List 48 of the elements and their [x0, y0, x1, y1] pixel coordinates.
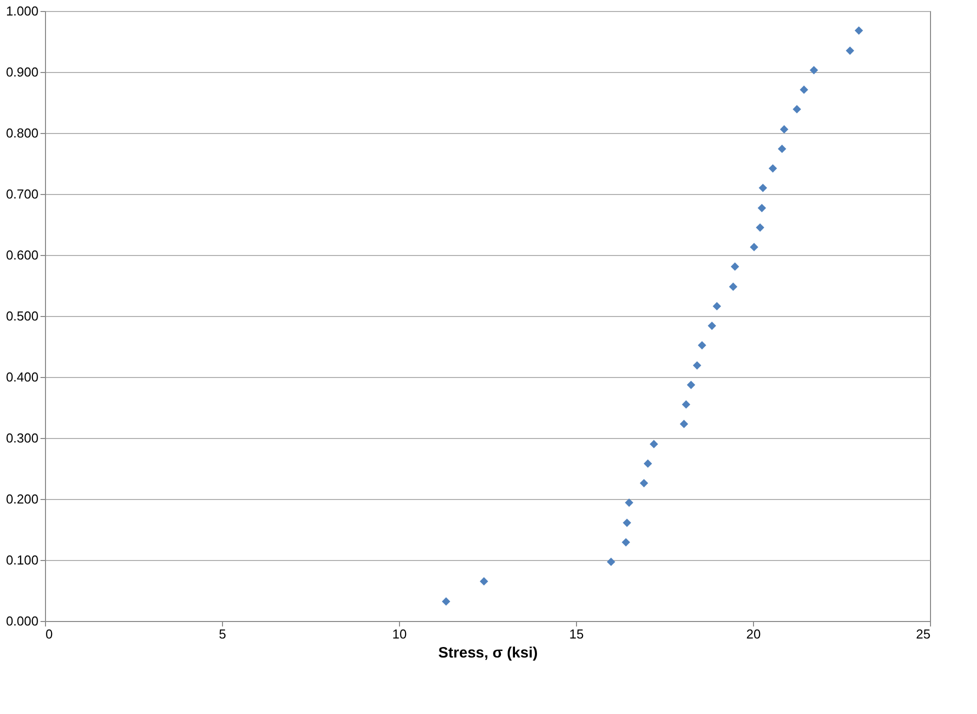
- point: [698, 341, 706, 350]
- x-tick-label: 15: [569, 626, 584, 642]
- y-tick-label: 0.200: [6, 492, 38, 506]
- y-tick-label: 0.600: [6, 248, 38, 262]
- point: [682, 400, 690, 409]
- point: [650, 440, 658, 448]
- point: [622, 538, 630, 546]
- y-tick-label: 1.000: [6, 4, 38, 18]
- point: [480, 577, 488, 586]
- x-tick-label: 10: [392, 626, 407, 642]
- x-tick-label: 20: [746, 626, 761, 642]
- point: [692, 361, 702, 370]
- y-tick-label: 0.000: [6, 614, 38, 628]
- x-tick-label: 25: [916, 626, 930, 642]
- point: [708, 322, 716, 330]
- x-axis-title: Stress, σ (ksi): [438, 644, 538, 662]
- point: [622, 518, 632, 527]
- point: [854, 26, 864, 35]
- y-tick-label: 0.800: [6, 126, 38, 140]
- y-tick-label: 0.300: [6, 430, 38, 446]
- y-tick-label: 0.900: [6, 64, 38, 80]
- point: [846, 46, 854, 55]
- point: [800, 86, 808, 94]
- point: [712, 302, 722, 310]
- point: [730, 262, 740, 271]
- point: [778, 144, 786, 154]
- point: [644, 459, 652, 468]
- point: [728, 282, 738, 291]
- point: [442, 597, 450, 606]
- point: [758, 184, 768, 192]
- x-tick-label: 5: [218, 626, 226, 642]
- point: [756, 223, 764, 232]
- point: [792, 105, 802, 114]
- point: [606, 558, 616, 566]
- point: [750, 242, 758, 252]
- point: [624, 498, 634, 507]
- point: [686, 380, 696, 390]
- point: [680, 420, 688, 428]
- x-tick-label: 0: [46, 626, 53, 642]
- y-tick-label: 0.500: [6, 308, 38, 324]
- point: [810, 66, 818, 74]
- point: [780, 125, 788, 134]
- y-tick-label: 0.700: [6, 186, 38, 202]
- point: [640, 478, 648, 488]
- y-tick-label: 0.100: [6, 552, 38, 568]
- point: [768, 164, 778, 173]
- point: [758, 204, 766, 212]
- y-tick-label: 0.400: [6, 370, 38, 384]
